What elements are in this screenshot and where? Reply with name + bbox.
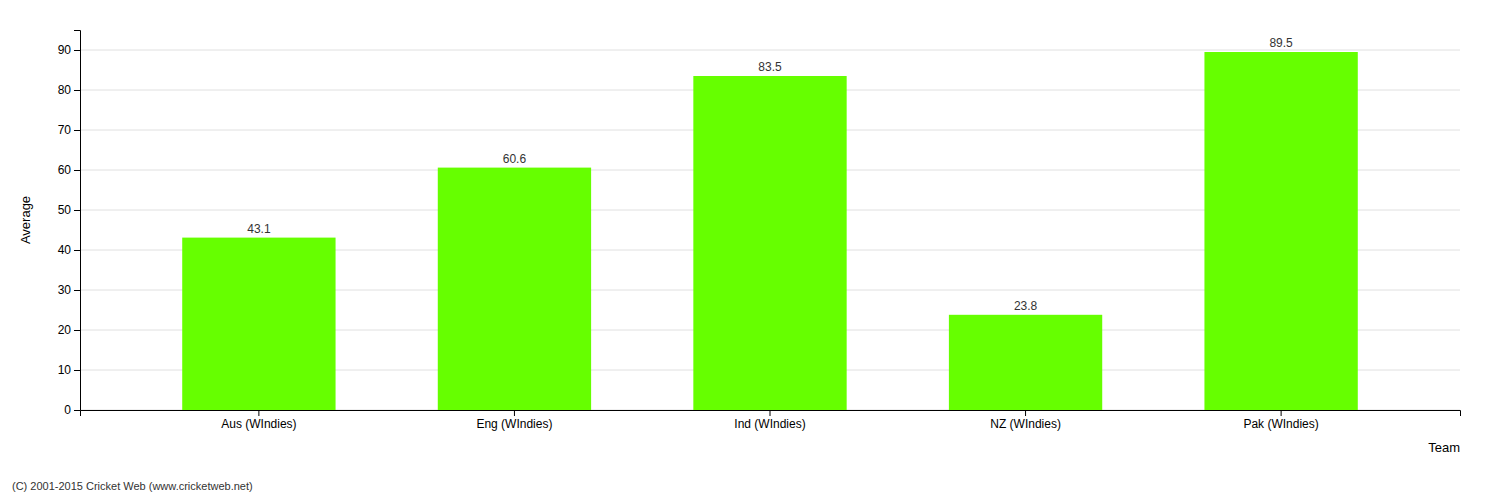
y-axis-title: Average: [18, 196, 33, 244]
y-tick: 50: [58, 203, 80, 217]
x-tick: Aus (WIndies): [221, 410, 296, 431]
y-tick-mark: [74, 330, 80, 331]
data-label: 60.6: [503, 152, 527, 166]
y-tick-label: 0: [64, 403, 71, 417]
y-tick-label: 90: [58, 43, 72, 57]
y-tick-label: 30: [58, 283, 72, 297]
chart: 43.1 60.6 83.5 23.8 89.5 Aus (WIndies) Eng (WI…: [0, 0, 1500, 500]
x-tick-mark: [1281, 410, 1282, 416]
y-tick: 40: [58, 243, 80, 257]
x-tick-label: Eng (WIndies): [476, 417, 552, 431]
bar: [1204, 52, 1357, 410]
y-tick: 60: [58, 163, 80, 177]
y-tick-mark: [74, 210, 80, 211]
bars: [182, 52, 1358, 410]
y-tick-label: 20: [58, 323, 72, 337]
y-tick-mark: [74, 370, 80, 371]
x-axis: Aus (WIndies) Eng (WIndies) Ind (WIndies) N…: [81, 410, 1461, 431]
y-tick-mark: [74, 170, 80, 171]
bar: [182, 238, 335, 410]
x-axis-line: [81, 411, 1461, 417]
y-tick-mark: [74, 90, 80, 91]
data-labels: 43.1 60.6 83.5 23.8 89.5: [247, 36, 1293, 313]
x-tick: Eng (WIndies): [476, 410, 552, 431]
y-axis: 0 10 20 30 40 50 60 70 80 90: [58, 31, 81, 418]
y-tick-mark: [74, 130, 80, 131]
data-label: 83.5: [758, 60, 782, 74]
bar: [693, 76, 846, 410]
y-tick-label: 40: [58, 243, 72, 257]
y-axis-line: [74, 31, 81, 411]
bar: [438, 168, 591, 410]
data-label: 43.1: [247, 222, 271, 236]
footer-text: (C) 2001-2015 Cricket Web (www.cricketwe…: [12, 480, 253, 492]
data-label: 89.5: [1269, 36, 1293, 50]
data-label: 23.8: [1014, 299, 1038, 313]
y-tick-mark: [74, 290, 80, 291]
y-tick-label: 70: [58, 123, 72, 137]
bar: [949, 315, 1102, 410]
x-tick: Pak (WIndies): [1243, 410, 1318, 431]
x-tick-mark: [770, 410, 771, 416]
x-tick-mark: [258, 410, 259, 416]
y-tick: 90: [58, 43, 80, 57]
y-tick: 30: [58, 283, 80, 297]
x-tick-label: Pak (WIndies): [1243, 417, 1318, 431]
plot-area: 43.1 60.6 83.5 23.8 89.5 Aus (WIndies) Eng (WI…: [18, 31, 1461, 456]
y-tick: 0: [64, 403, 80, 417]
grid-line: [80, 50, 1460, 51]
y-tick-mark: [74, 250, 80, 251]
y-tick-label: 10: [58, 363, 72, 377]
y-tick: 10: [58, 363, 80, 377]
y-tick-mark: [74, 410, 80, 411]
y-tick-label: 50: [58, 203, 72, 217]
y-tick-label: 80: [58, 83, 72, 97]
y-tick: 20: [58, 323, 80, 337]
x-tick-label: Aus (WIndies): [221, 417, 296, 431]
x-tick-label: NZ (WIndies): [990, 417, 1061, 431]
x-tick-label: Ind (WIndies): [734, 417, 805, 431]
x-tick-mark: [1025, 410, 1026, 416]
x-axis-title: Team: [1428, 440, 1460, 455]
y-tick: 80: [58, 83, 80, 97]
grid: [80, 50, 1460, 410]
x-tick-mark: [514, 410, 515, 416]
y-tick-mark: [74, 50, 80, 51]
x-tick: NZ (WIndies): [990, 410, 1061, 431]
x-tick: Ind (WIndies): [734, 410, 805, 431]
y-tick: 70: [58, 123, 80, 137]
y-tick-label: 60: [58, 163, 72, 177]
